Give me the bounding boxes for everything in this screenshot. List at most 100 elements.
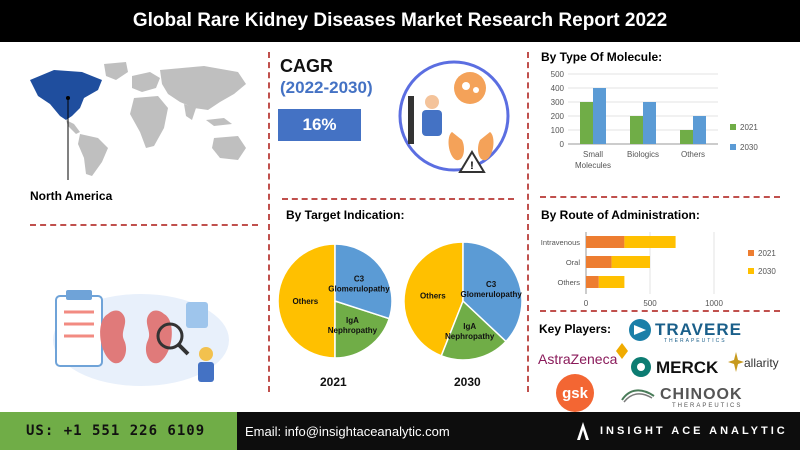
pie-slice-label: Others (420, 291, 446, 300)
bar-2021 (580, 102, 593, 144)
footer-phone[interactable]: US: +1 551 226 6109 (0, 412, 237, 450)
pie-slice (277, 243, 336, 359)
y-tick-label: Intravenous (541, 238, 580, 247)
indication-chart-title: By Target Indication: (286, 208, 405, 222)
pie-slice-label: Nephropathy (445, 332, 495, 341)
bar-2021 (586, 256, 612, 268)
y-tick-label: 400 (551, 84, 565, 93)
bar-2030 (593, 88, 606, 144)
route-chart-title: By Route of Administration: (541, 208, 700, 222)
x-tick-label: 500 (643, 299, 657, 308)
pie-slice-label: IgA (463, 322, 476, 331)
legend-swatch-2030 (748, 268, 754, 274)
company-gsk: gsk (556, 374, 594, 412)
bar-2021 (630, 116, 643, 144)
kidney-icon (448, 132, 464, 161)
legend-swatch-2021 (730, 124, 736, 130)
x-tick-label: 1000 (705, 299, 723, 308)
map-greenland (104, 62, 128, 80)
bar-2021 (680, 130, 693, 144)
map-south-america (78, 134, 108, 176)
legend-label-2021: 2021 (740, 123, 758, 132)
pie-slice-label: Glomerulopathy (328, 285, 390, 294)
kidney-illustration (53, 290, 229, 386)
bar-2021 (586, 236, 625, 248)
map-north-america (30, 70, 102, 120)
pie-2021-year-label: 2021 (320, 375, 347, 389)
bar-2030 (598, 276, 625, 288)
footer-brand: INSIGHT ACE ANALYTIC (568, 412, 800, 450)
company-travere-sub: THERAPEUTICS (664, 338, 727, 344)
x-tick-label: Others (681, 150, 705, 159)
y-tick-label: 500 (551, 70, 565, 79)
magnifier-icon (156, 322, 184, 350)
pie-slice-label: Glomerulopathy (460, 290, 522, 299)
map-europe (132, 72, 160, 92)
person-head-icon (199, 347, 213, 361)
map-pointer-dot (66, 96, 70, 100)
chinook-logo-icon (621, 389, 655, 403)
map-central-america (66, 120, 80, 134)
company-chinook: CHINOOK (660, 386, 743, 403)
kidney-icon (478, 132, 494, 161)
kidney-left-icon (100, 310, 127, 364)
route-bar-chart: 0 500 1000 Intravenous Oral Others 2021 2030 (541, 232, 776, 308)
legend-label-2030: 2030 (758, 267, 776, 276)
pie-2030-year-label: 2030 (454, 375, 481, 389)
pill-pack-icon (186, 302, 208, 328)
company-chinook-sub: THERAPEUTICS (672, 403, 743, 409)
world-map (30, 62, 246, 180)
travere-logo-icon (629, 319, 651, 341)
brand-name: INSIGHT ACE ANALYTIC (600, 425, 788, 437)
patient-illustration: ! (398, 60, 510, 173)
cagr-label: CAGR (280, 56, 333, 76)
divider-right (527, 52, 529, 392)
person-body-icon (198, 362, 214, 382)
clipboard-icon (55, 295, 103, 367)
legend-label-2030: 2030 (740, 143, 758, 152)
cagr-period: (2022-2030) (280, 78, 373, 97)
pie-slice (403, 241, 464, 357)
pie-slice (462, 241, 523, 343)
magnifier-handle (176, 342, 190, 356)
divider-cagr (282, 198, 514, 200)
footer-email[interactable]: Email: info@insightaceanalytic.com (237, 412, 568, 450)
pie-slice-label: C3 (486, 280, 497, 289)
company-allarity: allarity (744, 356, 779, 370)
pie-slice-label: IgA (346, 316, 359, 325)
patient-head-icon (425, 95, 439, 109)
map-indonesia (206, 118, 232, 126)
y-tick-label: 300 (551, 98, 565, 107)
company-travere: TRAVERE (655, 320, 742, 339)
bar-2030 (693, 116, 706, 144)
warning-icon (458, 150, 486, 173)
allarity-logo-icon (728, 352, 744, 372)
speech-bubble-icon (454, 72, 486, 104)
molecule-bar-chart: 0 100 200 300 400 500 Small Molecules Biologics O… (551, 70, 759, 170)
pie-slice-label: Others (292, 297, 318, 306)
y-tick-label: Others (557, 278, 580, 287)
pie-slice (440, 299, 508, 361)
bar-2021 (586, 276, 599, 288)
map-australia (212, 136, 246, 160)
region-label: North America (30, 189, 113, 203)
page-title: Global Rare Kidney Diseases Market Resea… (0, 0, 800, 42)
pie-slice-label: C3 (354, 275, 365, 284)
kidney-stone-dot (473, 87, 479, 93)
astrazeneca-logo-icon (616, 343, 628, 359)
bar-2030 (643, 102, 656, 144)
map-asia (160, 66, 246, 110)
divider-left (268, 52, 270, 392)
legend-swatch-2030 (730, 144, 736, 150)
map-africa (130, 96, 168, 148)
cagr-value: 16% (278, 109, 361, 141)
x-tick-label: Biologics (627, 150, 659, 159)
divider-molecule (540, 196, 780, 198)
bar-2030 (624, 236, 676, 248)
y-tick-label: 200 (551, 112, 565, 121)
pie-slice (334, 299, 391, 359)
pie-slice (334, 243, 393, 320)
map-south-asia (184, 104, 196, 120)
